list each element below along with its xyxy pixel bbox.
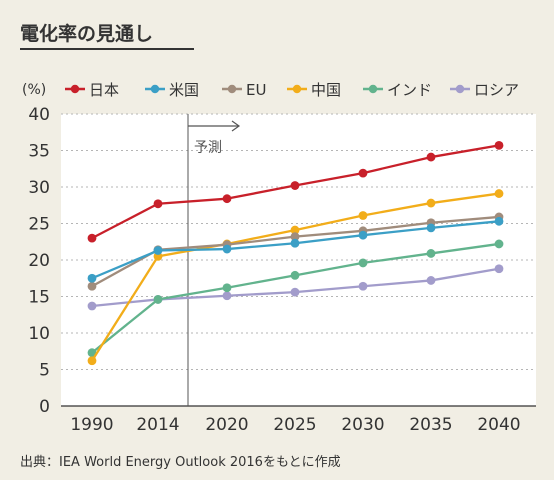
data-point <box>358 281 368 291</box>
legend-swatch-marker <box>227 84 237 94</box>
x-tick-label: 2014 <box>136 415 179 435</box>
legend-swatch-marker <box>150 84 160 94</box>
data-point <box>87 281 97 291</box>
legend-swatch-marker <box>70 84 80 94</box>
data-point <box>290 225 300 235</box>
legend: 日本 米国 EU 中国 インド ロシア <box>65 81 519 99</box>
data-point <box>153 295 163 304</box>
data-point <box>358 258 368 268</box>
y-tick-label: 5 <box>39 361 50 381</box>
data-point <box>494 140 504 150</box>
legend-item-4: インド <box>363 81 432 99</box>
data-point <box>153 246 163 255</box>
y-tick-label: 20 <box>28 251 50 271</box>
data-point <box>222 283 232 293</box>
legend-label: EU <box>246 81 266 99</box>
forecast-label: 予測 <box>194 140 222 156</box>
data-point <box>87 356 97 366</box>
x-tick-label: 2040 <box>477 415 520 435</box>
data-point <box>494 264 504 274</box>
data-point <box>290 181 300 190</box>
data-point <box>358 168 368 178</box>
data-point <box>290 287 300 297</box>
legend-item-0: 日本 <box>65 81 119 99</box>
forecast-arrow-head <box>231 120 241 132</box>
data-point <box>290 232 300 242</box>
data-point <box>290 238 300 248</box>
legend-label: 中国 <box>311 81 341 99</box>
x-tick-label: 2025 <box>273 415 316 435</box>
data-point <box>426 249 436 258</box>
x-axis: 1990 2014 2020 2025 2030 2035 2040 <box>70 415 520 435</box>
y-tick-label: 40 <box>28 105 50 125</box>
data-point <box>494 216 504 226</box>
y-tick-label: 15 <box>28 288 50 308</box>
data-point <box>494 189 504 198</box>
legend-item-5: ロシア <box>450 81 519 99</box>
legend-label: 米国 <box>169 81 199 99</box>
data-point <box>222 194 232 204</box>
data-point <box>426 198 436 208</box>
data-point <box>494 239 504 249</box>
data-point <box>358 211 368 220</box>
series <box>87 239 504 358</box>
y-axis: 0 5 10 15 20 25 30 35 40 <box>28 105 536 417</box>
data-point <box>153 199 163 209</box>
y-tick-label: 35 <box>28 142 50 162</box>
data-point <box>426 276 436 285</box>
data-point <box>87 348 97 358</box>
legend-label: インド <box>387 81 432 99</box>
legend-swatch-marker <box>368 84 378 94</box>
data-point <box>222 291 232 301</box>
legend-label: ロシア <box>474 81 519 99</box>
data-point <box>222 244 232 254</box>
chart-title: 電化率の見通し <box>20 22 153 45</box>
data-point <box>87 233 97 243</box>
y-tick-label: 10 <box>28 324 50 344</box>
data-point <box>426 152 436 162</box>
x-tick-label: 2020 <box>205 415 248 435</box>
series-group <box>87 140 504 366</box>
data-point <box>87 273 97 283</box>
legend-swatch-marker <box>455 84 465 94</box>
legend-item-1: 米国 <box>145 81 199 99</box>
data-point <box>426 223 436 233</box>
legend-label: 日本 <box>89 81 119 99</box>
unit-label: (%) <box>22 82 46 98</box>
y-tick-label: 30 <box>28 178 50 198</box>
source-note: 出典：IEA World Energy Outlook 2016をもとに作成 <box>20 455 341 470</box>
grid-lines <box>61 113 536 370</box>
x-tick-label: 2030 <box>341 415 384 435</box>
data-point <box>358 230 368 240</box>
legend-item-2: EU <box>222 81 266 99</box>
legend-swatch-marker <box>292 84 302 94</box>
legend-item-3: 中国 <box>287 81 341 99</box>
series <box>87 216 504 283</box>
x-tick-label: 2035 <box>409 415 452 435</box>
x-tick-label: 1990 <box>70 415 113 435</box>
y-tick-label: 25 <box>28 215 50 235</box>
series <box>87 140 504 243</box>
data-point <box>290 270 300 280</box>
data-point <box>87 301 97 311</box>
y-tick-label: 0 <box>39 397 50 417</box>
